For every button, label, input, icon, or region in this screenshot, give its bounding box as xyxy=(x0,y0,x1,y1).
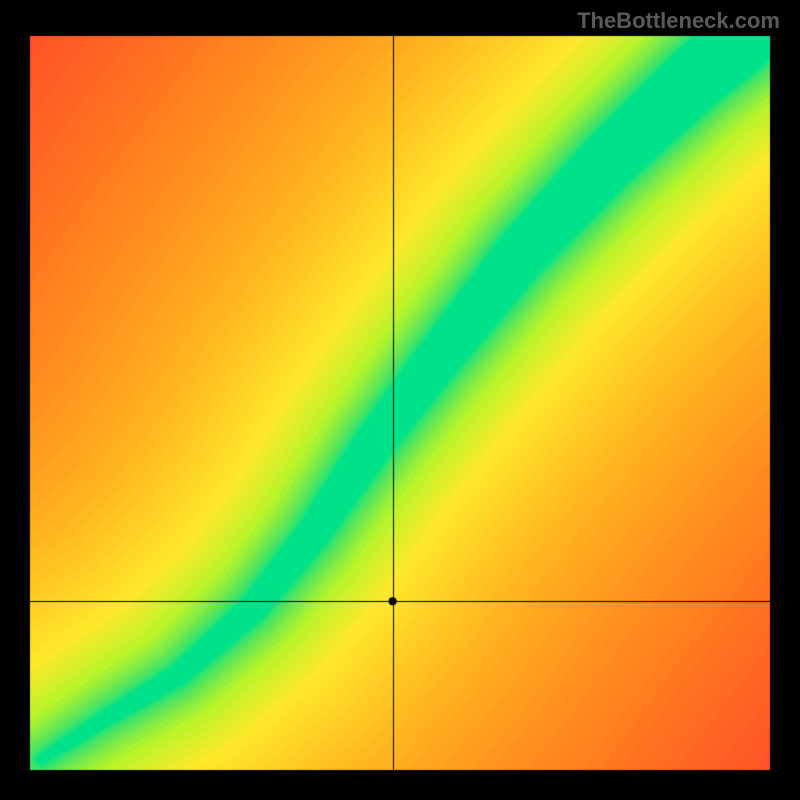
watermark: TheBottleneck.com xyxy=(577,8,780,34)
chart-container: TheBottleneck.com xyxy=(0,0,800,800)
heatmap-canvas xyxy=(0,0,800,800)
